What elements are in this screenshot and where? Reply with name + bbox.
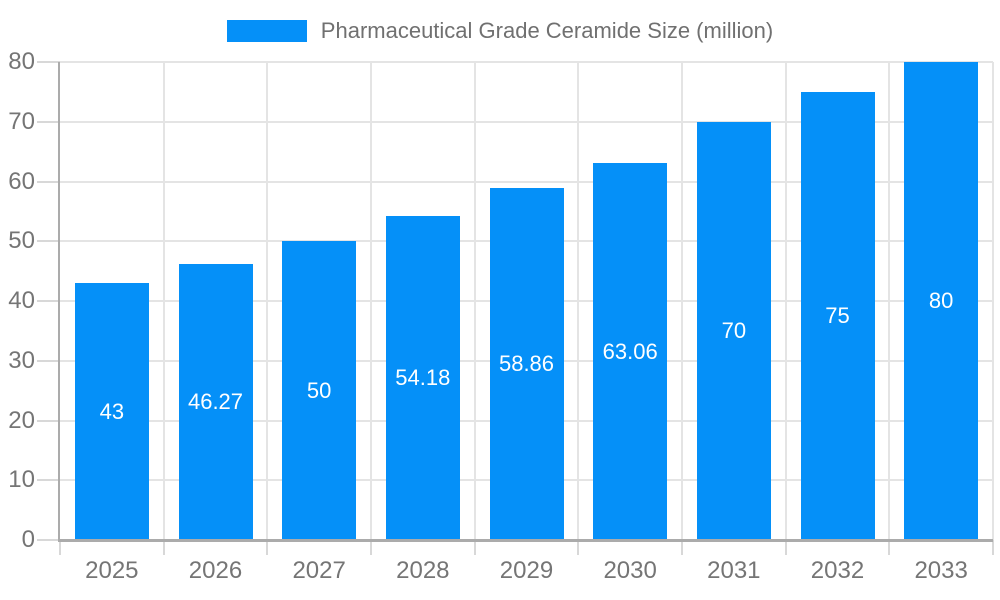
bar-value-label: 75 [825,302,850,328]
y-axis-tick-label: 30 [8,346,35,374]
gridline-horizontal [60,61,993,63]
y-axis-tick [37,419,60,422]
x-axis-tick-label: 2033 [914,557,968,584]
bar[interactable]: 58.86 [489,188,564,540]
bar-value-label: 43 [99,398,125,424]
gridline-vertical [681,62,683,540]
y-axis-tick [37,240,60,243]
bar-value-label: 80 [928,288,954,313]
gridline-vertical [784,62,787,540]
gridline-vertical [992,62,994,540]
x-axis-tick [162,540,165,555]
x-axis-tick [888,540,891,555]
gridline-vertical [370,62,372,540]
x-axis-tick-label: 2029 [499,557,554,584]
x-axis-tick-label: 2026 [188,557,243,584]
bar[interactable]: 70 [696,121,771,540]
gridline-vertical [266,62,269,540]
x-axis-tick-label: 2031 [707,557,761,584]
x-axis-tick-label: 2027 [292,557,346,584]
bar[interactable]: 75 [800,91,875,540]
x-axis-line [58,539,993,542]
x-axis-tick [784,540,787,555]
y-axis-tick [37,180,60,183]
x-axis-tick [59,540,61,555]
gridline-horizontal [60,180,993,183]
bar[interactable]: 46.27 [178,263,253,540]
x-axis-tick [681,540,683,555]
y-axis-tick-label: 50 [8,227,35,255]
y-axis-tick-label: 10 [8,466,35,494]
x-axis-tick [370,540,372,555]
bar-value-label: 63.06 [602,338,658,364]
bar[interactable]: 63.06 [593,163,668,540]
gridline-vertical [577,62,580,540]
x-axis-tick [266,540,269,555]
y-axis-line [58,62,60,540]
y-axis-tick-label: 40 [8,287,35,314]
x-axis-tick-label: 2028 [396,557,450,584]
x-axis-tick-label: 2030 [603,557,657,584]
y-axis-tick-label: 0 [21,526,35,553]
y-axis-tick [37,359,60,362]
y-axis-tick [37,539,60,541]
gridline-horizontal [60,120,993,123]
y-axis-tick [37,300,60,302]
x-axis-tick-label: 2025 [85,557,139,584]
x-axis-tick [473,540,476,555]
bar-value-label: 70 [721,317,747,343]
x-axis-tick [577,540,580,555]
y-axis-tick [37,61,60,63]
y-axis-tick-label: 70 [8,107,35,135]
bar[interactable]: 50 [282,241,357,540]
bar-value-label: 46.27 [187,388,244,414]
bar-value-label: 58.86 [498,351,555,377]
x-axis-tick [992,540,994,555]
gridline-vertical [473,62,476,540]
legend-swatch-icon [226,20,307,42]
legend[interactable]: Pharmaceutical Grade Ceramide Size (mill… [0,16,1000,46]
gridline-vertical [888,62,891,540]
legend-label: Pharmaceutical Grade Ceramide Size (mill… [320,18,774,43]
y-axis-tick-label: 20 [8,406,35,434]
bar-value-label: 50 [306,377,332,403]
y-axis-tick [37,120,60,123]
y-axis-tick-label: 60 [8,167,35,195]
y-axis-tick [37,479,60,482]
bar[interactable]: 54.18 [385,216,460,540]
bar[interactable]: 80 [904,62,979,540]
bar-value-label: 54.18 [395,365,451,391]
gridline-vertical [162,62,165,540]
x-axis-tick-label: 2032 [810,557,865,584]
y-axis-tick-label: 80 [8,48,35,75]
bar[interactable]: 43 [74,283,149,540]
